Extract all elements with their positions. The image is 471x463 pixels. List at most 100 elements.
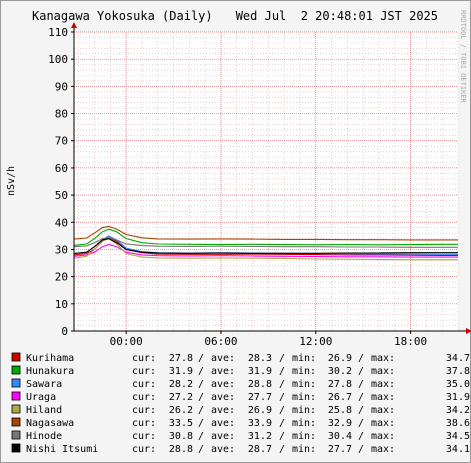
legend-min-label: min: [292,431,316,442]
legend-separator: / [358,392,364,403]
legend-separator: / [279,392,285,403]
legend-separator: / [198,379,204,390]
legend-min-value: 30.4 [328,431,352,442]
legend-cur-value: 28.8 [169,444,193,455]
legend-ave-label: ave: [211,366,235,377]
legend-separator: / [358,379,364,390]
grid [74,31,459,331]
legend-max-label: max: [371,444,395,455]
legend-name: Uraga [26,392,56,403]
legend-min-label: min: [292,392,316,403]
legend-max-value: 34.2 [446,405,470,416]
legend-ave-label: ave: [211,392,235,403]
legend-ave-label: ave: [211,379,235,390]
x-tick-label: 06:00 [204,335,237,348]
legend-max-label: max: [371,418,395,429]
legend-max-value: 37.8 [446,366,470,377]
y-tick-label: 110 [48,26,68,39]
legend-cur-label: cur: [132,392,156,403]
legend-name: Kurihama [26,353,74,364]
legend-separator: / [198,392,204,403]
series-line-nishi-itsumi [73,238,458,255]
legend-ave-value: 31.9 [248,366,272,377]
legend-min-value: 30.2 [328,366,352,377]
legend-swatch [11,417,21,427]
legend-cur-value: 27.2 [169,392,193,403]
legend-cur-label: cur: [132,366,156,377]
legend-ave-value: 31.2 [248,431,272,442]
legend-max-label: max: [371,366,395,377]
legend-separator: / [198,444,204,455]
legend-swatch [11,352,21,362]
series-line-hiland [73,237,458,261]
legend-swatch [11,378,21,388]
legend-swatch [11,430,21,440]
y-tick-label: 30 [55,243,68,256]
legend-name: Hinode [26,431,62,442]
series-line-hunakura [73,228,458,246]
legend-ave-value: 27.7 [248,392,272,403]
y-tick-label: 90 [55,80,68,93]
legend-cur-label: cur: [132,444,156,455]
y-tick-label: 100 [48,53,68,66]
legend-min-value: 27.7 [328,444,352,455]
legend-ave-label: ave: [211,353,235,364]
y-tick-label: 40 [55,216,68,229]
y-tick-labels: 0 10 20 30 40 50 60 70 80 90 100 110 [48,26,74,338]
chart-timestamp: Wed Jul 2 20:48:01 JST 2025 [236,9,438,23]
legend-max-value: 34.1 [446,444,470,455]
legend-swatch [11,404,21,414]
legend-ave-value: 28.7 [248,444,272,455]
legend-max-value: 31.9 [446,392,470,403]
series-line-uraga [73,244,458,258]
legend-name: Sawara [26,379,62,390]
legend-max-label: max: [371,405,395,416]
legend-separator: / [198,405,204,416]
y-tick-label: 60 [55,162,68,175]
series-lines [73,225,458,261]
legend-cur-value: 28.2 [169,379,193,390]
y-tick-label: 20 [55,271,68,284]
y-axis-arrow [71,22,77,28]
legend-separator: / [358,418,364,429]
legend-max-value: 38.6 [446,418,470,429]
legend-cur-value: 33.5 [169,418,193,429]
x-tick-labels: 00:00 06:00 12:00 18:00 [110,331,427,348]
y-tick-label: 70 [55,135,68,148]
legend-cur-value: 31.9 [169,366,193,377]
legend-separator: / [279,418,285,429]
legend-min-value: 27.8 [328,379,352,390]
legend-cur-label: cur: [132,353,156,364]
legend-min-value: 26.9 [328,353,352,364]
chart-watermark: RRDTOOL / TOBI OETIKER [459,10,467,104]
legend-min-label: min: [292,418,316,429]
legend-min-value: 26.7 [328,392,352,403]
x-axis-arrow [466,328,471,334]
legend-ave-label: ave: [211,444,235,455]
series-line-nagasawa [73,225,458,241]
legend-ave-label: ave: [211,431,235,442]
legend-separator: / [279,366,285,377]
y-tick-label: 0 [61,325,68,338]
x-tick-label: 00:00 [110,335,143,348]
legend-max-value: 34.5 [446,431,470,442]
legend: Kurihama cur: 27.8 / ave: 28.3 / min: 26.9 / max: 3… [11,352,470,455]
legend-max-label: max: [371,392,395,403]
legend-min-label: min: [292,353,316,364]
legend-max-value: 35.0 [446,379,470,390]
legend-separator: / [358,366,364,377]
legend-min-label: min: [292,405,316,416]
series-line-hinode [73,236,458,248]
legend-ave-label: ave: [211,405,235,416]
legend-separator: / [279,353,285,364]
legend-min-label: min: [292,379,316,390]
x-tick-label: 18:00 [394,335,427,348]
legend-separator: / [279,444,285,455]
legend-cur-value: 27.8 [169,353,193,364]
x-tick-label: 12:00 [299,335,332,348]
legend-min-label: min: [292,444,316,455]
legend-separator: / [358,405,364,416]
legend-cur-value: 26.2 [169,405,193,416]
legend-ave-value: 28.3 [248,353,272,364]
